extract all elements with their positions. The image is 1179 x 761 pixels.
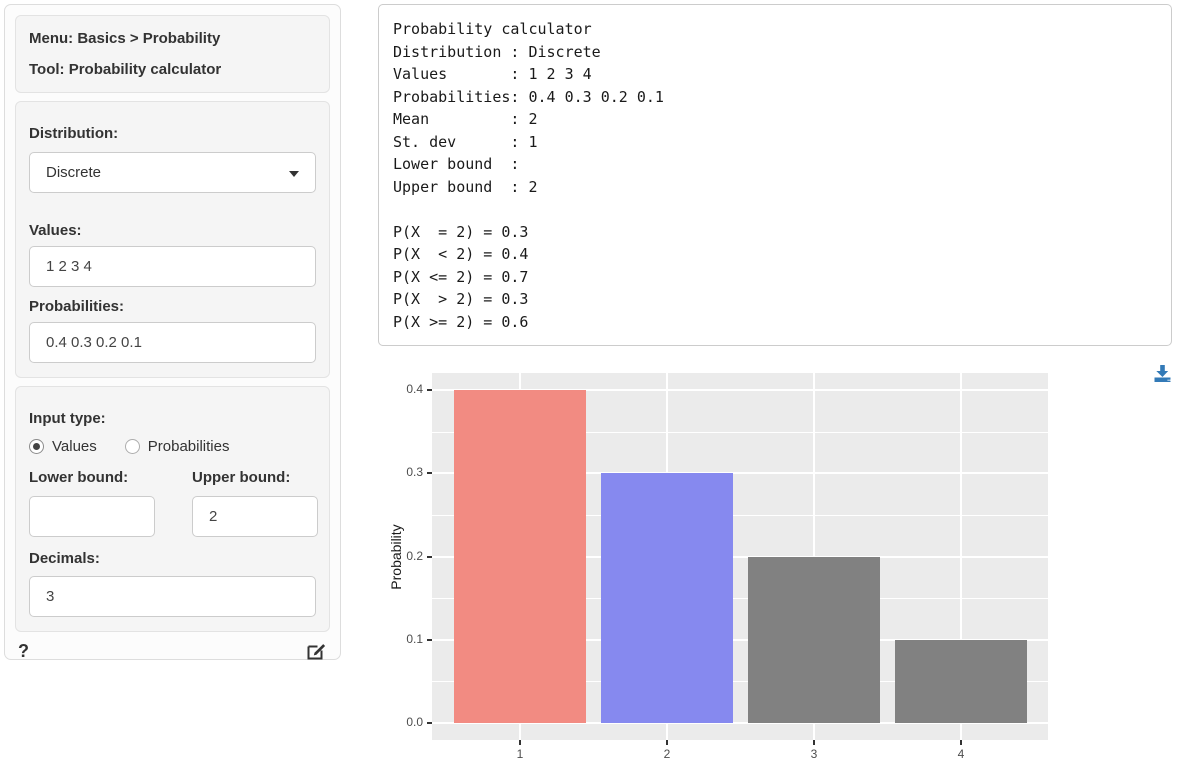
- distribution-card: Distribution: Discrete Values: Probabili…: [15, 101, 330, 378]
- y-tick-label: 0.4: [406, 382, 423, 396]
- breadcrumb: Menu: Basics > Probability: [29, 30, 221, 47]
- sidebar-footer: ?: [15, 640, 330, 662]
- probabilities-label: Probabilities:: [29, 298, 125, 315]
- bar: [748, 556, 880, 723]
- download-icon: [1154, 365, 1171, 382]
- help-button[interactable]: ?: [18, 640, 29, 661]
- radio-values[interactable]: [29, 438, 44, 454]
- download-plot-button[interactable]: [1152, 363, 1173, 384]
- gridline-minor-y: [432, 681, 1048, 683]
- input-type-card: Input type: Values Probabilities Lower b…: [15, 386, 330, 632]
- decimals-input[interactable]: [29, 576, 316, 617]
- edit-report-button[interactable]: [305, 640, 327, 662]
- menu-info-card: Menu: Basics > Probability Tool: Probabi…: [15, 15, 330, 93]
- gridline-major-y: [432, 389, 1048, 391]
- x-tick-mark: [813, 740, 815, 745]
- y-tick-mark: [427, 389, 432, 391]
- gridline-major-y: [432, 722, 1048, 724]
- x-tick-label: 1: [516, 747, 524, 761]
- lower-bound-label: Lower bound:: [29, 469, 129, 486]
- y-tick-label: 0.1: [406, 631, 423, 646]
- radio-values-label: Values: [52, 437, 97, 455]
- gridline-minor-y: [432, 514, 1048, 516]
- x-tick-mark: [666, 740, 668, 745]
- bar: [601, 473, 733, 723]
- distribution-select[interactable]: Discrete: [29, 152, 316, 193]
- gridline-major-x: [519, 373, 521, 740]
- bound-inputs-row: [29, 496, 318, 537]
- bound-labels-row: Lower bound: Upper bound:: [29, 469, 316, 487]
- x-tick-label: 2: [663, 747, 671, 761]
- upper-bound-input[interactable]: [192, 496, 318, 537]
- summary-output-box: Probability calculator Distribution : Di…: [378, 4, 1172, 346]
- sidebar: Menu: Basics > Probability Tool: Probabi…: [4, 4, 341, 662]
- summary-output-text: Probability calculator Distribution : Di…: [393, 20, 664, 331]
- y-tick-label: 0.0: [406, 715, 423, 729]
- gridline-major-y: [432, 555, 1048, 558]
- gridline-major-x: [813, 373, 815, 740]
- distribution-label: Distribution:: [29, 125, 119, 142]
- probabilities-input[interactable]: [29, 322, 316, 363]
- input-type-label: Input type:: [29, 410, 106, 427]
- gridline-major-x: [666, 373, 668, 740]
- radio-probabilities-label: Probabilities: [147, 437, 230, 455]
- values-label: Values:: [29, 222, 82, 239]
- y-tick-mark: [427, 638, 432, 641]
- gridline-minor-y: [432, 598, 1048, 600]
- chart-panel: [432, 373, 1048, 740]
- distribution-selected-value: Discrete: [46, 164, 102, 181]
- gridline-major-y: [432, 472, 1048, 475]
- y-tick-mark: [427, 555, 432, 558]
- y-axis-title: Probability: [388, 524, 404, 590]
- values-input[interactable]: [29, 246, 316, 287]
- radio-probabilities[interactable]: [124, 438, 140, 454]
- decimals-label: Decimals:: [29, 550, 100, 567]
- lower-bound-input[interactable]: [29, 496, 155, 537]
- x-tick-mark: [960, 740, 962, 745]
- chevron-down-icon: [289, 171, 299, 177]
- gridline-minor-y: [432, 431, 1048, 433]
- y-tick-mark: [427, 722, 432, 724]
- y-tick-mark: [427, 472, 432, 475]
- upper-bound-label: Upper bound:: [192, 469, 291, 486]
- x-tick-label: 4: [957, 747, 965, 761]
- bar: [454, 390, 586, 723]
- x-tick-label: 3: [810, 747, 818, 761]
- input-type-radio-group: Values Probabilities: [29, 437, 316, 455]
- x-tick-mark: [519, 740, 521, 745]
- y-tick-label: 0.3: [406, 465, 423, 480]
- edit-icon: [307, 644, 326, 660]
- bar: [895, 639, 1027, 723]
- gridline-major-y: [432, 638, 1048, 641]
- tool-title: Tool: Probability calculator: [29, 61, 222, 78]
- gridline-major-x: [960, 373, 962, 740]
